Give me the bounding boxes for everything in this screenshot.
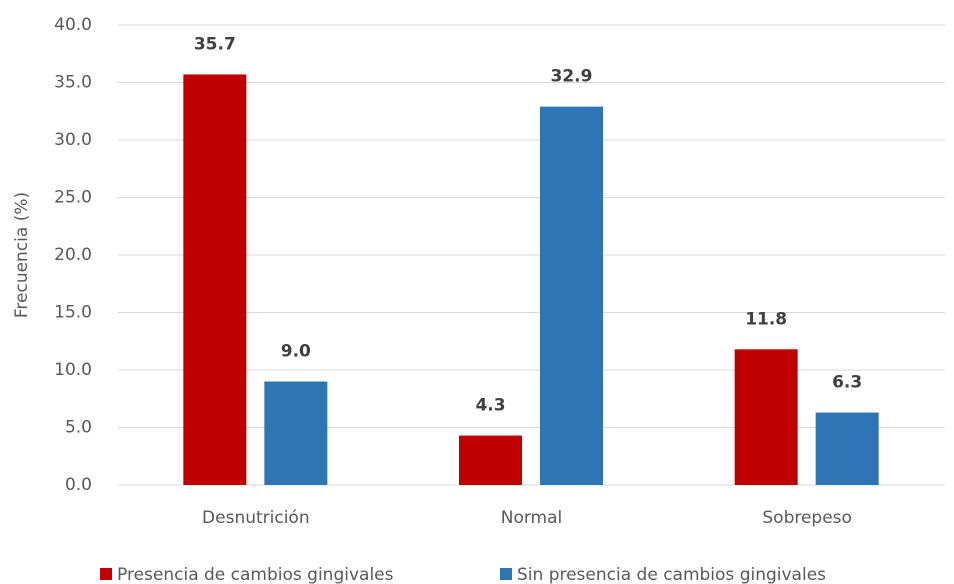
bar [540, 106, 603, 486]
y-tick-label: 20.0 [54, 245, 92, 265]
legend-label: Presencia de cambios gingivales [117, 565, 394, 584]
y-tick-label: 30.0 [54, 130, 92, 150]
y-tick-label: 15.0 [54, 303, 92, 323]
bar [734, 349, 798, 485]
x-tick-label: Normal [501, 508, 563, 528]
data-label: 6.3 [832, 373, 862, 393]
bar [264, 381, 328, 485]
y-tick-label: 40.0 [54, 15, 92, 35]
legend-swatch [500, 568, 512, 580]
y-tick-label: 25.0 [54, 188, 92, 208]
y-tick-label: 35.0 [54, 73, 92, 93]
y-axis-label: Frecuencia (%) [12, 192, 32, 318]
bar [459, 435, 522, 485]
legend-swatch [100, 568, 112, 580]
y-tick-label: 10.0 [54, 360, 92, 380]
data-label: 11.8 [745, 309, 787, 329]
x-tick-label: Desnutrición [202, 508, 310, 528]
data-label: 4.3 [475, 396, 505, 416]
y-tick-label: 5.0 [65, 418, 92, 438]
y-tick-label: 0.0 [65, 475, 92, 495]
bar [183, 74, 247, 485]
legend-label: Sin presencia de cambios gingivales [517, 565, 826, 584]
data-label: 35.7 [194, 34, 236, 54]
data-label: 32.9 [551, 67, 593, 87]
x-tick-label: Sobrepeso [762, 508, 852, 528]
data-label: 9.0 [281, 342, 311, 362]
bar [815, 412, 879, 485]
